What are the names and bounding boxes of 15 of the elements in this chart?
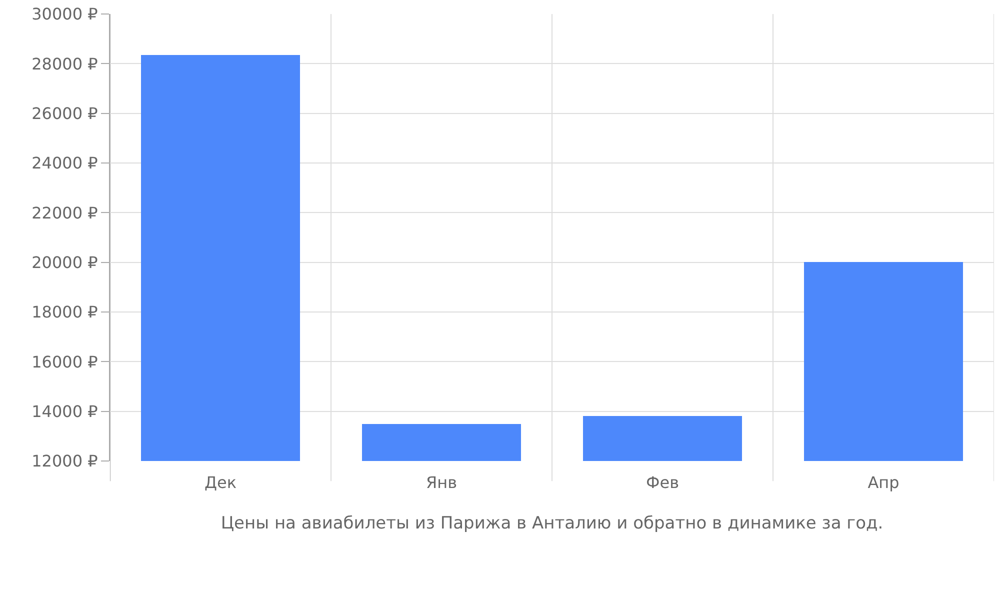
y-tick-label: 22000 ₽ bbox=[32, 203, 98, 222]
y-tick-label: 26000 ₽ bbox=[32, 104, 98, 123]
y-tick-label: 12000 ₽ bbox=[32, 452, 98, 471]
y-tick-label: 24000 ₽ bbox=[32, 154, 98, 173]
x-tick-label: Фев bbox=[646, 473, 680, 492]
x-tick-label: Янв bbox=[426, 473, 458, 492]
x-tick-label: Дек bbox=[204, 473, 237, 492]
y-tick-label: 16000 ₽ bbox=[32, 352, 98, 372]
x-tick-label: Апр bbox=[868, 473, 900, 492]
y-tick-label: 30000 ₽ bbox=[32, 4, 98, 24]
y-tick-label: 20000 ₽ bbox=[32, 252, 98, 272]
y-tick-label: 28000 ₽ bbox=[32, 54, 98, 74]
y-tick-label: 18000 ₽ bbox=[32, 302, 98, 322]
x-axis-title: Цены на авиабилеты из Парижа в Анталию и обратно в динамике за год. bbox=[220, 513, 884, 534]
y-tick-label: 14000 ₽ bbox=[32, 402, 98, 421]
